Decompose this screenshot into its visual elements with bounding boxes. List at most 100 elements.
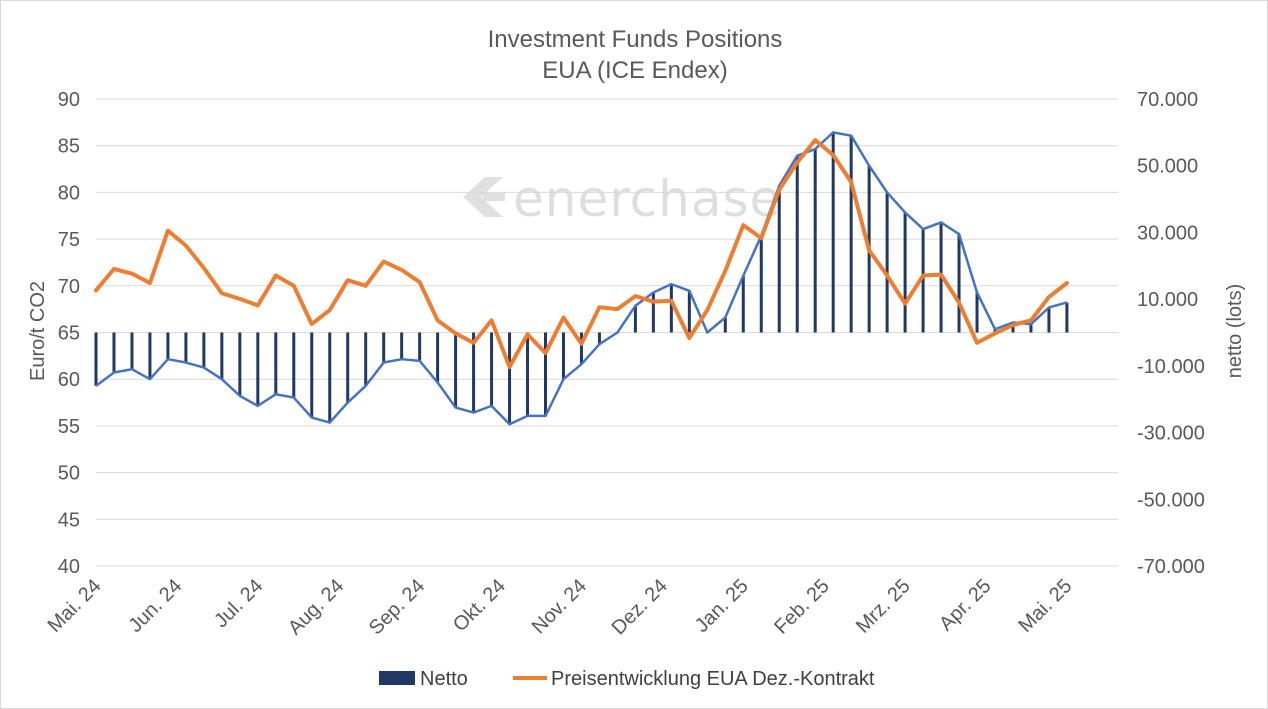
- netto-bar: [975, 292, 979, 333]
- y-right-tick-label: -30.000: [1137, 423, 1205, 445]
- chart-subtitle: EUA (ICE Endex): [542, 57, 727, 84]
- netto-bar: [166, 332, 170, 360]
- netto-bar: [112, 332, 116, 373]
- netto-bar: [382, 332, 386, 363]
- x-axis-ticks: Mai. 24 Jun. 24 Jul. 24 Aug. 24 Sep. 24 Okt. …: [44, 575, 1077, 639]
- y-left-tick-label: 65: [58, 323, 80, 345]
- y-right-tick-label: -70.000: [1137, 556, 1205, 578]
- y-axis-left-label: Euro/t CO2: [27, 281, 49, 381]
- x-tick-label: Jul. 24: [210, 575, 267, 632]
- netto-bar: [597, 332, 601, 345]
- netto-bar: [274, 332, 278, 395]
- netto-bar: [526, 332, 530, 416]
- x-tick-label: Aug. 24: [284, 575, 348, 639]
- netto-bar: [346, 332, 350, 403]
- legend-swatch-netto: [379, 671, 415, 685]
- netto-bar: [472, 332, 476, 413]
- x-tick-label: Mai. 24: [44, 575, 106, 637]
- x-tick-label: Dez. 24: [608, 575, 672, 639]
- netto-bar: [813, 149, 817, 333]
- y-right-tick-label: 70.000: [1137, 89, 1198, 111]
- netto-bar: [490, 332, 494, 406]
- legend-label-netto: Netto: [420, 668, 468, 690]
- netto-bar: [220, 332, 224, 380]
- y-right-tick-label: 30.000: [1137, 222, 1198, 244]
- y-axis-right-label: netto (lots): [1224, 284, 1246, 378]
- y-left-tick-label: 60: [58, 369, 80, 391]
- netto-bar: [741, 275, 745, 333]
- netto-bar: [903, 212, 907, 333]
- netto-bar: [921, 229, 925, 333]
- netto-bar: [831, 132, 835, 333]
- netto-bar: [795, 155, 799, 333]
- x-tick-label: Sep. 24: [365, 575, 429, 639]
- y-axis-right-ticks: 70.000 50.000 30.000 10.000 -10.000 -30.000 -5…: [1137, 89, 1205, 578]
- netto-bar: [436, 332, 440, 383]
- netto-bar: [633, 305, 637, 333]
- y-axis-left-ticks: 90 85 80 75 70 65 60 55 50 45 40: [58, 89, 80, 578]
- netto-bar: [364, 332, 368, 386]
- netto-bar: [1011, 322, 1015, 333]
- y-left-tick-label: 70: [58, 276, 80, 298]
- netto-bar: [418, 332, 422, 361]
- x-tick-label: Feb. 25: [770, 575, 834, 639]
- netto-bar: [256, 332, 260, 406]
- netto-bar: [238, 332, 242, 396]
- y-right-tick-label: 10.000: [1137, 289, 1198, 311]
- netto-bar: [292, 332, 296, 398]
- netto-bar: [759, 235, 763, 333]
- netto-bar: [454, 332, 458, 408]
- netto-bar: [310, 332, 314, 418]
- netto-bar: [130, 332, 134, 370]
- netto-outline-group: [95, 131, 1068, 426]
- x-tick-label: Mai. 25: [1015, 575, 1077, 637]
- netto-bar: [687, 290, 691, 333]
- netto-bar: [561, 332, 565, 380]
- netto-bar: [202, 332, 206, 368]
- y-left-tick-label: 85: [58, 136, 80, 158]
- watermark-logo-icon: [463, 177, 505, 217]
- x-tick-label: Nov. 24: [528, 575, 591, 638]
- y-left-tick-label: 90: [58, 89, 80, 111]
- x-tick-label: Okt. 24: [449, 575, 510, 636]
- y-left-tick-label: 45: [58, 509, 80, 531]
- legend: Netto Preisentwicklung EUA Dez.-Kontrakt: [379, 668, 875, 690]
- y-right-tick-label: -10.000: [1137, 356, 1205, 378]
- netto-bar: [957, 234, 961, 333]
- netto-bar: [1029, 324, 1033, 333]
- netto-bar: [1047, 307, 1051, 333]
- netto-bar: [993, 329, 997, 333]
- netto-bar: [849, 135, 853, 333]
- netto-bar: [508, 332, 512, 425]
- watermark-text: enerchase: [513, 170, 781, 228]
- chart-title: Investment Funds Positions: [488, 26, 783, 53]
- price-line-group: [94, 138, 1069, 370]
- netto-bar: [328, 332, 332, 423]
- netto-bar: [777, 185, 781, 333]
- netto-bar: [148, 332, 152, 380]
- y-left-tick-label: 40: [58, 556, 80, 578]
- netto-bar: [1065, 302, 1069, 333]
- y-right-tick-label: 50.000: [1137, 156, 1198, 178]
- netto-bar: [579, 332, 583, 365]
- y-left-tick-label: 55: [58, 416, 80, 438]
- grid: [96, 98, 1118, 567]
- netto-bars: [94, 132, 1069, 425]
- netto-bar: [94, 332, 98, 386]
- watermark: enerchase: [463, 170, 781, 228]
- netto-bar: [651, 292, 655, 333]
- netto-bar: [669, 284, 673, 333]
- y-right-tick-label: -50.000: [1137, 489, 1205, 511]
- price-line: [94, 138, 1069, 370]
- netto-bar: [544, 332, 547, 416]
- netto-bar: [723, 317, 727, 333]
- y-left-tick-label: 50: [58, 463, 80, 485]
- x-tick-label: Mrz. 25: [852, 575, 915, 638]
- netto-bar: [885, 192, 889, 333]
- netto-bar: [184, 332, 188, 363]
- legend-label-price: Preisentwicklung EUA Dez.-Kontrakt: [551, 668, 875, 690]
- x-tick-label: Jun. 24: [124, 575, 186, 637]
- y-left-tick-label: 80: [58, 182, 80, 204]
